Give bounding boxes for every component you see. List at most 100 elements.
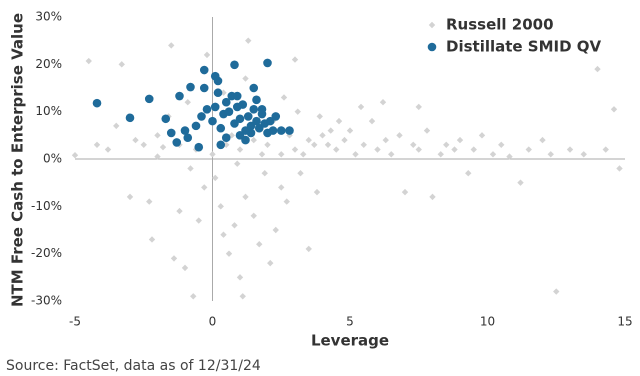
data-point bbox=[252, 95, 261, 105]
data-point bbox=[415, 146, 422, 153]
data-point bbox=[616, 165, 623, 172]
y-tick-label: 10% bbox=[35, 104, 62, 118]
data-point bbox=[168, 42, 175, 49]
data-point bbox=[217, 203, 224, 210]
data-point bbox=[278, 184, 285, 191]
data-point bbox=[231, 222, 238, 229]
data-point bbox=[203, 51, 211, 59]
data-point bbox=[305, 136, 312, 144]
legend-marker bbox=[428, 21, 436, 29]
data-point bbox=[566, 146, 574, 153]
data-point bbox=[234, 160, 241, 167]
data-point bbox=[291, 56, 299, 63]
data-point bbox=[415, 103, 422, 111]
data-point bbox=[470, 146, 477, 153]
data-point bbox=[146, 198, 153, 205]
data-point bbox=[264, 141, 271, 148]
y-tick-label: 20% bbox=[35, 57, 62, 71]
data-point bbox=[341, 136, 348, 144]
data-point bbox=[580, 151, 587, 158]
data-point bbox=[271, 112, 281, 121]
data-point bbox=[183, 133, 193, 142]
data-point bbox=[154, 132, 161, 139]
data-point bbox=[221, 97, 231, 107]
data-point bbox=[113, 122, 120, 130]
data-point bbox=[360, 141, 367, 148]
data-point bbox=[249, 105, 259, 114]
data-point bbox=[210, 102, 220, 112]
data-point bbox=[176, 207, 183, 215]
data-point bbox=[126, 193, 134, 201]
data-point bbox=[324, 141, 332, 148]
data-point bbox=[268, 126, 278, 135]
data-point bbox=[250, 212, 257, 219]
data-point bbox=[249, 83, 259, 93]
data-point bbox=[199, 65, 209, 75]
data-point bbox=[148, 236, 156, 243]
data-point bbox=[246, 128, 256, 138]
data-point bbox=[437, 151, 444, 158]
data-point bbox=[235, 114, 245, 124]
x-tick-label: 10 bbox=[480, 315, 495, 329]
data-point bbox=[71, 152, 79, 159]
x-tick-label: 5 bbox=[346, 315, 354, 329]
data-point bbox=[256, 241, 263, 248]
data-point bbox=[159, 143, 167, 151]
data-point bbox=[209, 151, 216, 158]
data-point bbox=[245, 37, 252, 44]
data-point bbox=[423, 127, 431, 134]
x-tick-label: 15 bbox=[617, 315, 632, 329]
legend-label: Russell 2000 bbox=[446, 16, 554, 34]
data-point bbox=[180, 126, 190, 135]
data-point bbox=[154, 153, 161, 160]
data-point bbox=[506, 153, 513, 160]
data-point bbox=[300, 151, 307, 158]
x-tick-label: -5 bbox=[69, 315, 81, 329]
data-point bbox=[93, 141, 101, 148]
data-point bbox=[327, 127, 334, 134]
data-point bbox=[396, 132, 403, 139]
data-point bbox=[410, 141, 417, 148]
legend-marker bbox=[427, 42, 437, 52]
data-point bbox=[401, 188, 409, 196]
data-point bbox=[161, 114, 171, 124]
data-point bbox=[194, 142, 204, 152]
data-point bbox=[276, 126, 286, 135]
data-point bbox=[202, 105, 212, 114]
data-point bbox=[187, 165, 194, 172]
data-point bbox=[212, 174, 219, 182]
data-point bbox=[594, 65, 601, 73]
data-point bbox=[388, 151, 395, 158]
data-point bbox=[429, 193, 436, 201]
data-point bbox=[285, 126, 294, 135]
data-point bbox=[232, 102, 242, 112]
data-point bbox=[208, 116, 217, 126]
data-point bbox=[272, 226, 279, 234]
data-point bbox=[335, 117, 343, 125]
data-point bbox=[92, 98, 102, 108]
data-point bbox=[242, 193, 249, 201]
data-point bbox=[239, 293, 246, 300]
data-point bbox=[610, 106, 618, 113]
data-point bbox=[181, 264, 189, 272]
data-point bbox=[478, 132, 486, 139]
data-point bbox=[311, 141, 318, 148]
data-point bbox=[443, 141, 450, 148]
data-point bbox=[228, 132, 235, 139]
data-point bbox=[175, 91, 184, 101]
data-point bbox=[235, 131, 245, 140]
data-point bbox=[230, 60, 239, 70]
data-point bbox=[242, 75, 249, 82]
legend-label: Distillate SMID QV bbox=[446, 38, 602, 56]
data-point bbox=[374, 146, 381, 153]
data-point bbox=[221, 133, 231, 142]
data-point bbox=[197, 112, 206, 121]
data-point bbox=[553, 288, 560, 295]
x-axis-label: Leverage bbox=[311, 332, 389, 350]
data-point bbox=[294, 108, 301, 115]
data-point bbox=[220, 231, 227, 238]
data-point bbox=[456, 136, 464, 144]
data-point bbox=[263, 58, 272, 68]
data-point bbox=[213, 88, 223, 98]
